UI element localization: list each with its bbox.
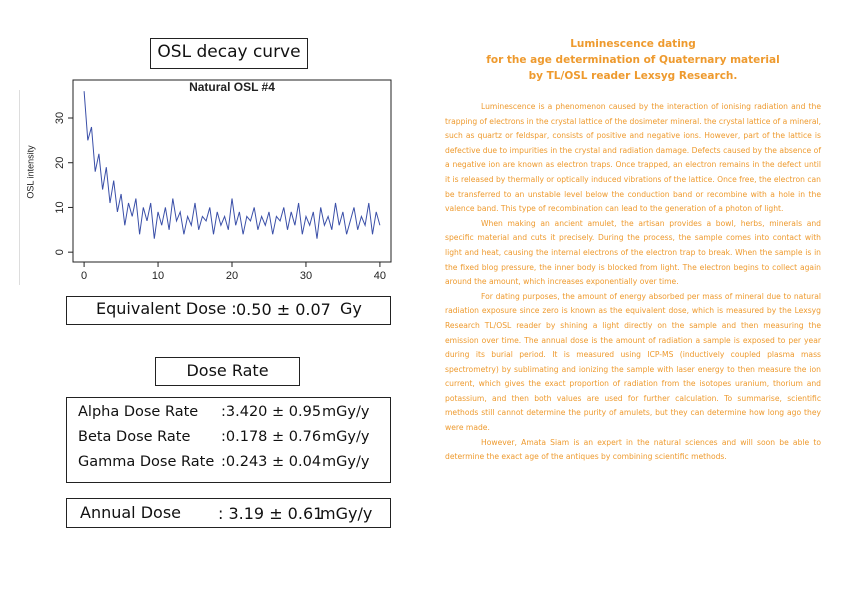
row-label: Alpha Dose Rate [78,404,199,420]
paragraph: However, Amata Siam is an expert in the … [445,437,821,462]
y-axis-label: OSL intensity [25,145,35,199]
y-tick-label: 10 [54,201,66,213]
annual-label: Annual Dose [80,503,181,522]
dose-rate-heading: Dose Rate [186,361,269,380]
dose-rate-table [66,397,391,483]
plot-frame [72,79,392,263]
equivalent-box [66,296,391,325]
x-tick-label: 30 [300,270,312,282]
row-value: :0.178 ± 0.76 [221,429,322,445]
row-value: :0.243 ± 0.04 [221,454,322,470]
x-tick-label: 40 [374,270,386,282]
equivalent-label: Equivalent Dose : [96,299,237,318]
annual-unit: mGy/y [320,504,373,523]
y-tick-label: 20 [54,157,66,169]
equivalent-unit: Gy [340,299,362,318]
heading-box [150,38,308,69]
equivalent-value: 0.50 ± 0.07 [236,300,331,319]
heading: OSL decay curve [157,42,301,62]
row-label: Beta Dose Rate [78,429,191,445]
row-label: Gamma Dose Rate [78,454,215,470]
x-tick-label: 10 [152,270,164,282]
x-tick-label: 0 [81,270,87,282]
x-tick-label: 20 [226,270,238,282]
row-unit: mGy/y [322,404,370,420]
chart-title: Natural OSL #4 [189,80,275,94]
title-line: by TL/OSL reader Lexsyg Research. [528,70,738,82]
osl-curve [83,91,381,239]
y-tick-label: 0 [54,249,66,255]
annual-box [66,498,391,528]
y-tick-label: 30 [54,112,66,124]
article-body: Luminescence is a phenomenon caused by t… [445,100,821,465]
article-title: Luminescence dating for the age determina… [445,36,821,84]
row-unit: mGy/y [322,429,370,445]
title-line: for the age determination of Quaternary … [486,54,780,66]
row-value: :3.420 ± 0.95 [221,404,322,420]
row-unit: mGy/y [322,454,370,470]
chart: Natural OSL #4 OSL intensity 0 10 20 30 40 0 1… [25,79,392,282]
annual-value: : 3.19 ± 0.61 [218,504,324,523]
title-line: Luminescence dating [570,38,696,50]
paragraph: When making an ancient amulet, the artis… [445,218,821,287]
divider [19,90,20,285]
paragraph: Luminescence is a phenomenon caused by t… [445,102,821,214]
dose-rate-box [155,357,300,386]
paragraph: For dating purposes, the amount of energ… [445,291,821,433]
